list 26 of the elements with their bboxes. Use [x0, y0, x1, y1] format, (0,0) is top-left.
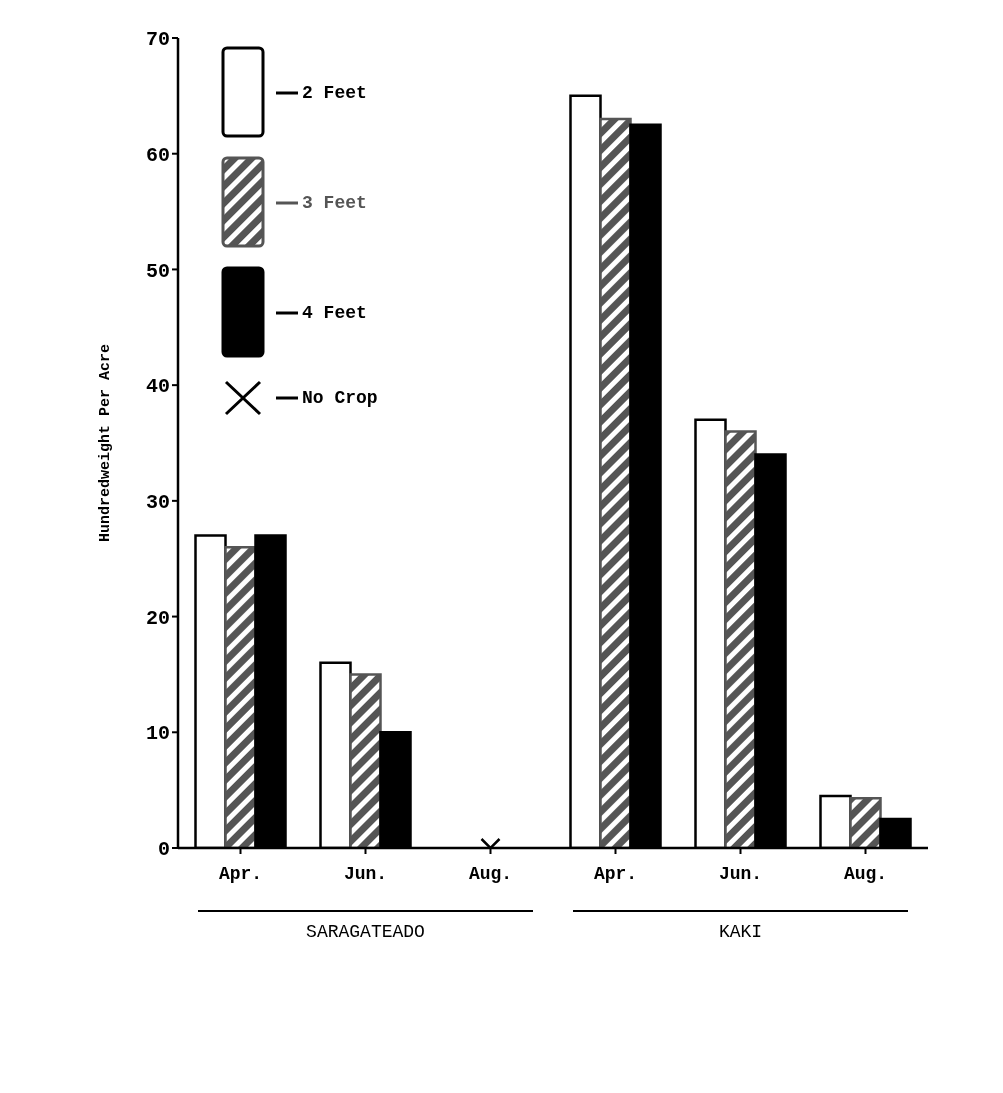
y-tick-label: 40: [145, 375, 170, 399]
legend-label: 2 Feet: [302, 83, 367, 103]
x-tick-label: Apr.: [593, 863, 638, 884]
x-tick-label: Jun.: [718, 863, 763, 884]
y-tick-label: 60: [145, 143, 170, 167]
bar: [724, 430, 757, 848]
x-tick-label: Apr.: [218, 863, 263, 884]
legend-label: No Crop: [302, 388, 378, 408]
bar: [349, 673, 382, 848]
y-tick-label: 10: [145, 722, 170, 746]
x-tick-label: Jun.: [343, 863, 388, 884]
y-tick-label: 50: [145, 259, 170, 283]
y-axis-title: Hundredweight Per Acre: [97, 343, 115, 543]
bar: [849, 796, 882, 848]
text: KAKI: [573, 910, 908, 942]
y-tick-label: 70: [145, 28, 170, 52]
y-tick-label: 20: [145, 606, 170, 630]
bar: [224, 545, 257, 848]
x-tick-label: Aug.: [843, 863, 888, 884]
y-tick-label: 0: [157, 838, 170, 862]
text: 3 Feet: [302, 193, 367, 213]
legend-label: 4 Feet: [302, 303, 367, 323]
bar: [599, 117, 632, 848]
y-tick-label: 30: [145, 490, 170, 514]
text: SARAGATEADO: [198, 910, 533, 942]
x-tick-label: Aug.: [468, 863, 513, 884]
